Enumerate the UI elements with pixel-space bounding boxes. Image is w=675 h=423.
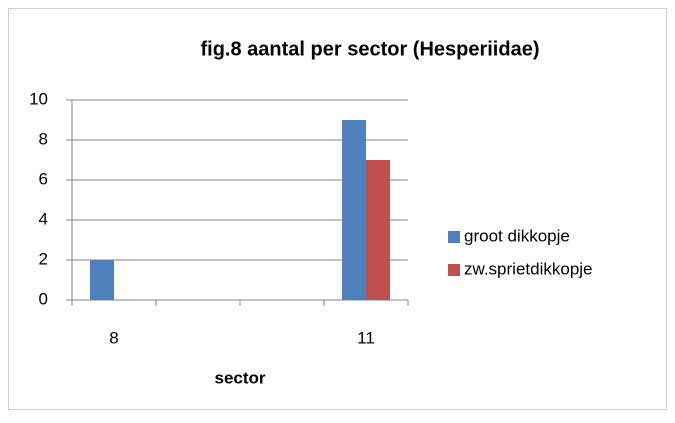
y-tick-label: 2 — [39, 249, 48, 268]
legend-swatch — [448, 231, 460, 243]
legend-label: groot dikkopje — [464, 226, 570, 245]
y-tick-label: 0 — [39, 289, 48, 308]
y-tick-label: 10 — [29, 89, 48, 108]
legend-label: zw.sprietdikkopje — [464, 259, 593, 278]
x-tick-label: 8 — [109, 328, 118, 347]
x-tick-label: 11 — [357, 328, 375, 347]
y-tick-label: 6 — [39, 169, 48, 188]
y-tick-label: 4 — [39, 209, 48, 228]
bar — [342, 120, 366, 300]
bar — [90, 260, 114, 300]
x-axis-title: sector — [214, 368, 265, 387]
y-tick-label: 8 — [39, 129, 48, 148]
bar — [366, 160, 390, 300]
chart-title: fig.8 aantal per sector (Hesperiidae) — [200, 38, 539, 60]
chart-border — [8, 8, 667, 410]
legend-swatch — [448, 264, 460, 276]
